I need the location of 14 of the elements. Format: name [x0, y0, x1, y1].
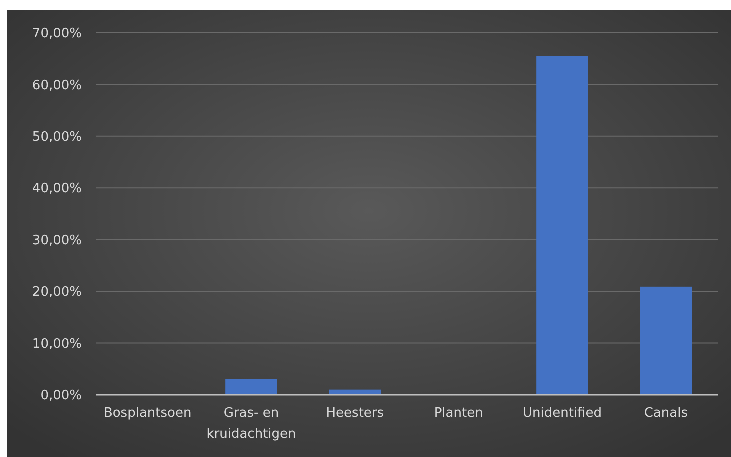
- y-tick-label: 60,00%: [32, 78, 82, 94]
- x-tick-label: Bosplantsoen: [104, 406, 192, 421]
- y-tick-label: 10,00%: [32, 336, 82, 352]
- x-tick-label: Canals: [644, 406, 688, 421]
- y-tick-label: 20,00%: [32, 285, 82, 300]
- y-tick-label: 40,00%: [32, 182, 82, 197]
- y-tick-label: 70,00%: [32, 26, 82, 42]
- x-tick-label: Unidentified: [522, 406, 602, 421]
- y-tick-label: 0,00%: [40, 388, 82, 404]
- y-tick-label: 50,00%: [32, 130, 82, 145]
- x-tick-label: Planten: [434, 406, 484, 421]
- x-tick-label: Heesters: [326, 406, 384, 421]
- x-tick-label: Gras- en kruidachtigen: [206, 406, 296, 442]
- y-tick-label: 30,00%: [32, 233, 82, 248]
